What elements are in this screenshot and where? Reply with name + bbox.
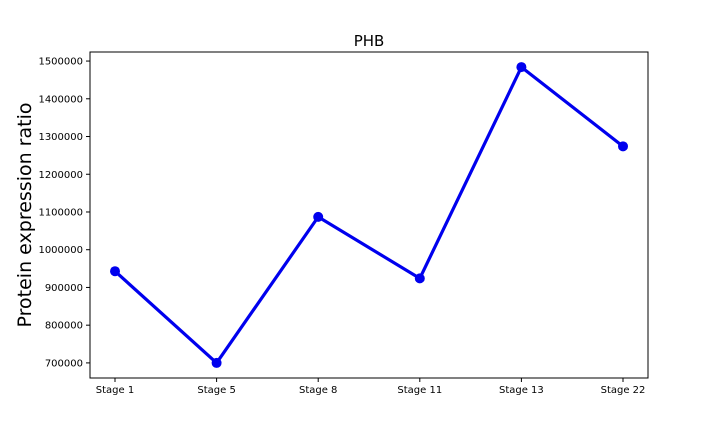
- data-point: [414, 273, 425, 284]
- chart-title: PHB: [354, 32, 385, 50]
- y-tick-label: 1000000: [38, 245, 83, 256]
- y-axis-label: Protein expression ratio: [14, 103, 36, 328]
- data-point: [516, 62, 527, 73]
- x-tick-label: Stage 13: [499, 385, 544, 396]
- x-tick-label: Stage 8: [299, 385, 337, 396]
- x-tick-label: Stage 11: [397, 385, 442, 396]
- data-point: [618, 141, 628, 152]
- x-tick-label: Stage 22: [601, 385, 646, 396]
- y-tick-label: 800000: [45, 321, 83, 332]
- data-point: [211, 357, 222, 368]
- y-tick-label: 1100000: [38, 207, 83, 218]
- y-tick-label: 1400000: [38, 94, 83, 105]
- y-tick-label: 1500000: [38, 57, 83, 68]
- series-line: [113, 65, 625, 365]
- y-ticks: 700000 800000 900000 1000000 1100000 1200000 1…: [38, 57, 90, 369]
- x-ticks: Stage 1 Stage 5 Stage 8 Stage 11 Stage 13 Sta…: [96, 378, 646, 396]
- y-tick-label: 700000: [45, 358, 83, 369]
- series-layer: [110, 62, 628, 368]
- x-tick-label: Stage 5: [197, 385, 235, 396]
- data-point: [313, 211, 324, 222]
- y-tick-label: 900000: [45, 283, 83, 294]
- x-tick-label: Stage 1: [96, 385, 134, 396]
- data-point: [110, 266, 120, 277]
- y-tick-label: 1300000: [38, 132, 83, 143]
- plot-frame: [89, 51, 649, 379]
- y-tick-label: 1200000: [38, 170, 83, 181]
